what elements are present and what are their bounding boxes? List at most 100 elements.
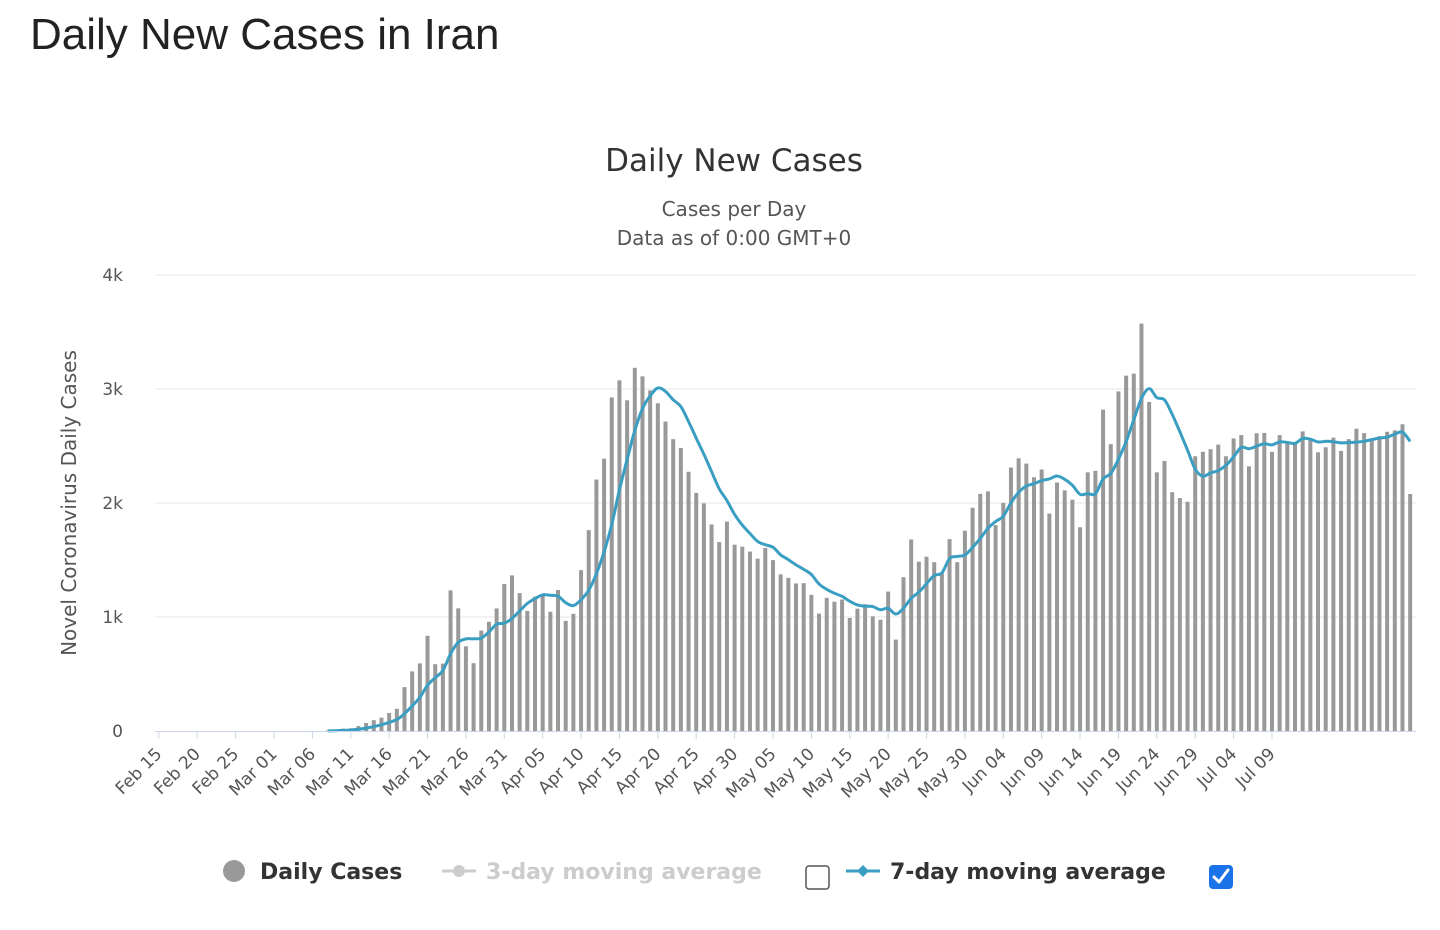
daily-cases-bar[interactable] [1154, 472, 1159, 731]
daily-cases-bar[interactable] [525, 610, 530, 731]
daily-cases-bar[interactable] [701, 503, 706, 731]
daily-cases-bar[interactable] [571, 613, 576, 731]
daily-cases-bar[interactable] [947, 539, 952, 731]
daily-cases-bar[interactable] [433, 664, 438, 731]
daily-cases-bar[interactable] [985, 491, 990, 731]
ma7-series-line[interactable] [327, 386, 1412, 733]
daily-cases-bar[interactable] [1147, 401, 1152, 731]
daily-cases-bar[interactable] [893, 639, 898, 731]
daily-cases-bar[interactable] [1200, 451, 1205, 731]
daily-cases-bar[interactable] [824, 597, 829, 731]
daily-cases-bar[interactable] [870, 616, 875, 731]
daily-cases-bar[interactable] [1331, 437, 1336, 731]
daily-cases-bar[interactable] [732, 544, 737, 731]
daily-cases-bar[interactable] [1062, 490, 1067, 731]
daily-cases-bar[interactable] [1293, 441, 1298, 731]
daily-cases-bar[interactable] [1400, 424, 1405, 731]
daily-cases-bar[interactable] [671, 439, 676, 731]
daily-cases-bar[interactable] [1385, 431, 1390, 731]
daily-cases-bar[interactable] [1108, 444, 1113, 731]
daily-cases-bar[interactable] [471, 663, 476, 731]
daily-cases-bar[interactable] [1339, 450, 1344, 731]
daily-cases-bar[interactable] [763, 547, 768, 731]
daily-cases-bar[interactable] [1016, 458, 1021, 731]
daily-cases-bar[interactable] [786, 577, 791, 731]
daily-cases-bar[interactable] [563, 620, 568, 731]
daily-cases-bar[interactable] [1269, 451, 1274, 731]
daily-cases-bar[interactable] [1285, 442, 1290, 731]
daily-cases-bar[interactable] [1408, 493, 1413, 731]
daily-cases-bar[interactable] [1354, 428, 1359, 731]
daily-cases-bar[interactable] [809, 594, 814, 731]
daily-cases-bar[interactable] [1254, 433, 1259, 731]
daily-cases-bar[interactable] [970, 507, 975, 731]
daily-cases-bar[interactable] [1262, 432, 1267, 731]
daily-cases-bar[interactable] [1047, 513, 1052, 731]
daily-cases-bar[interactable] [540, 595, 545, 731]
daily-cases-bar[interactable] [840, 599, 845, 731]
daily-cases-bar[interactable] [625, 400, 630, 731]
daily-cases-bar[interactable] [916, 561, 921, 731]
daily-cases-bars[interactable] [325, 323, 1413, 731]
daily-cases-bar[interactable] [955, 562, 960, 731]
daily-cases-bar[interactable] [962, 530, 967, 731]
daily-cases-bar[interactable] [1208, 449, 1213, 731]
daily-cases-bar[interactable] [1055, 482, 1060, 731]
daily-cases-bar[interactable] [609, 397, 614, 731]
daily-cases-bar[interactable] [486, 621, 491, 731]
daily-cases-bar[interactable] [594, 479, 599, 731]
daily-cases-bar[interactable] [1323, 447, 1328, 731]
daily-cases-bar[interactable] [978, 493, 983, 731]
daily-cases-bar[interactable] [1162, 460, 1167, 731]
daily-cases-bar[interactable] [509, 575, 514, 731]
legend-item-daily-cases[interactable]: Daily Cases [223, 860, 402, 885]
daily-cases-bar[interactable] [832, 601, 837, 731]
daily-cases-bar[interactable] [556, 589, 561, 731]
daily-cases-bar[interactable] [694, 492, 699, 731]
daily-cases-bar[interactable] [1277, 435, 1282, 731]
daily-cases-bar[interactable] [1231, 438, 1236, 731]
daily-cases-bar[interactable] [1078, 527, 1083, 731]
daily-cases-bar[interactable] [533, 596, 537, 731]
daily-cases-bar[interactable] [1116, 391, 1121, 731]
daily-cases-bar[interactable] [640, 376, 645, 731]
daily-cases-bar[interactable] [847, 618, 852, 731]
daily-cases-bar[interactable] [1369, 440, 1374, 731]
daily-cases-bar[interactable] [517, 593, 522, 731]
daily-cases-bar[interactable] [1239, 435, 1244, 731]
daily-cases-bar[interactable] [901, 577, 906, 731]
daily-cases-bar[interactable] [878, 619, 883, 731]
daily-cases-bar[interactable] [1124, 375, 1129, 731]
daily-cases-bar[interactable] [1223, 456, 1228, 731]
daily-cases-bar[interactable] [1085, 472, 1090, 731]
daily-cases-bar[interactable] [1039, 469, 1044, 731]
legend-item-ma3[interactable]: 3-day moving average [442, 860, 762, 885]
daily-cases-bar[interactable] [1185, 501, 1190, 731]
legend-item-ma7[interactable]: 7-day moving average [846, 860, 1166, 885]
daily-cases-bar[interactable] [794, 583, 799, 731]
daily-cases-bar[interactable] [939, 573, 944, 731]
daily-cases-bar[interactable] [686, 471, 691, 731]
daily-cases-bar[interactable] [655, 403, 660, 731]
daily-cases-bar[interactable] [1170, 492, 1175, 731]
daily-cases-bar[interactable] [1177, 498, 1182, 731]
daily-cases-bar[interactable] [932, 562, 937, 731]
daily-cases-bar[interactable] [579, 570, 584, 731]
daily-cases-bar[interactable] [1316, 452, 1321, 731]
daily-cases-bar[interactable] [648, 390, 653, 731]
daily-cases-bar[interactable] [632, 367, 637, 731]
daily-cases-bar[interactable] [1392, 430, 1397, 731]
daily-cases-bar[interactable] [778, 574, 783, 731]
daily-cases-bar[interactable] [448, 590, 453, 731]
daily-cases-bar[interactable] [717, 542, 722, 731]
daily-cases-bar[interactable] [755, 558, 760, 731]
daily-cases-bar[interactable] [801, 583, 806, 731]
daily-cases-bar[interactable] [617, 380, 622, 731]
daily-cases-bar[interactable] [1032, 477, 1036, 731]
ma3-checkbox[interactable] [805, 865, 830, 890]
daily-cases-bar[interactable] [1362, 433, 1367, 731]
daily-cases-bar[interactable] [1246, 466, 1251, 731]
daily-cases-bar[interactable] [909, 539, 914, 731]
daily-cases-bar[interactable] [1093, 470, 1098, 731]
daily-cases-bar[interactable] [1346, 439, 1351, 731]
